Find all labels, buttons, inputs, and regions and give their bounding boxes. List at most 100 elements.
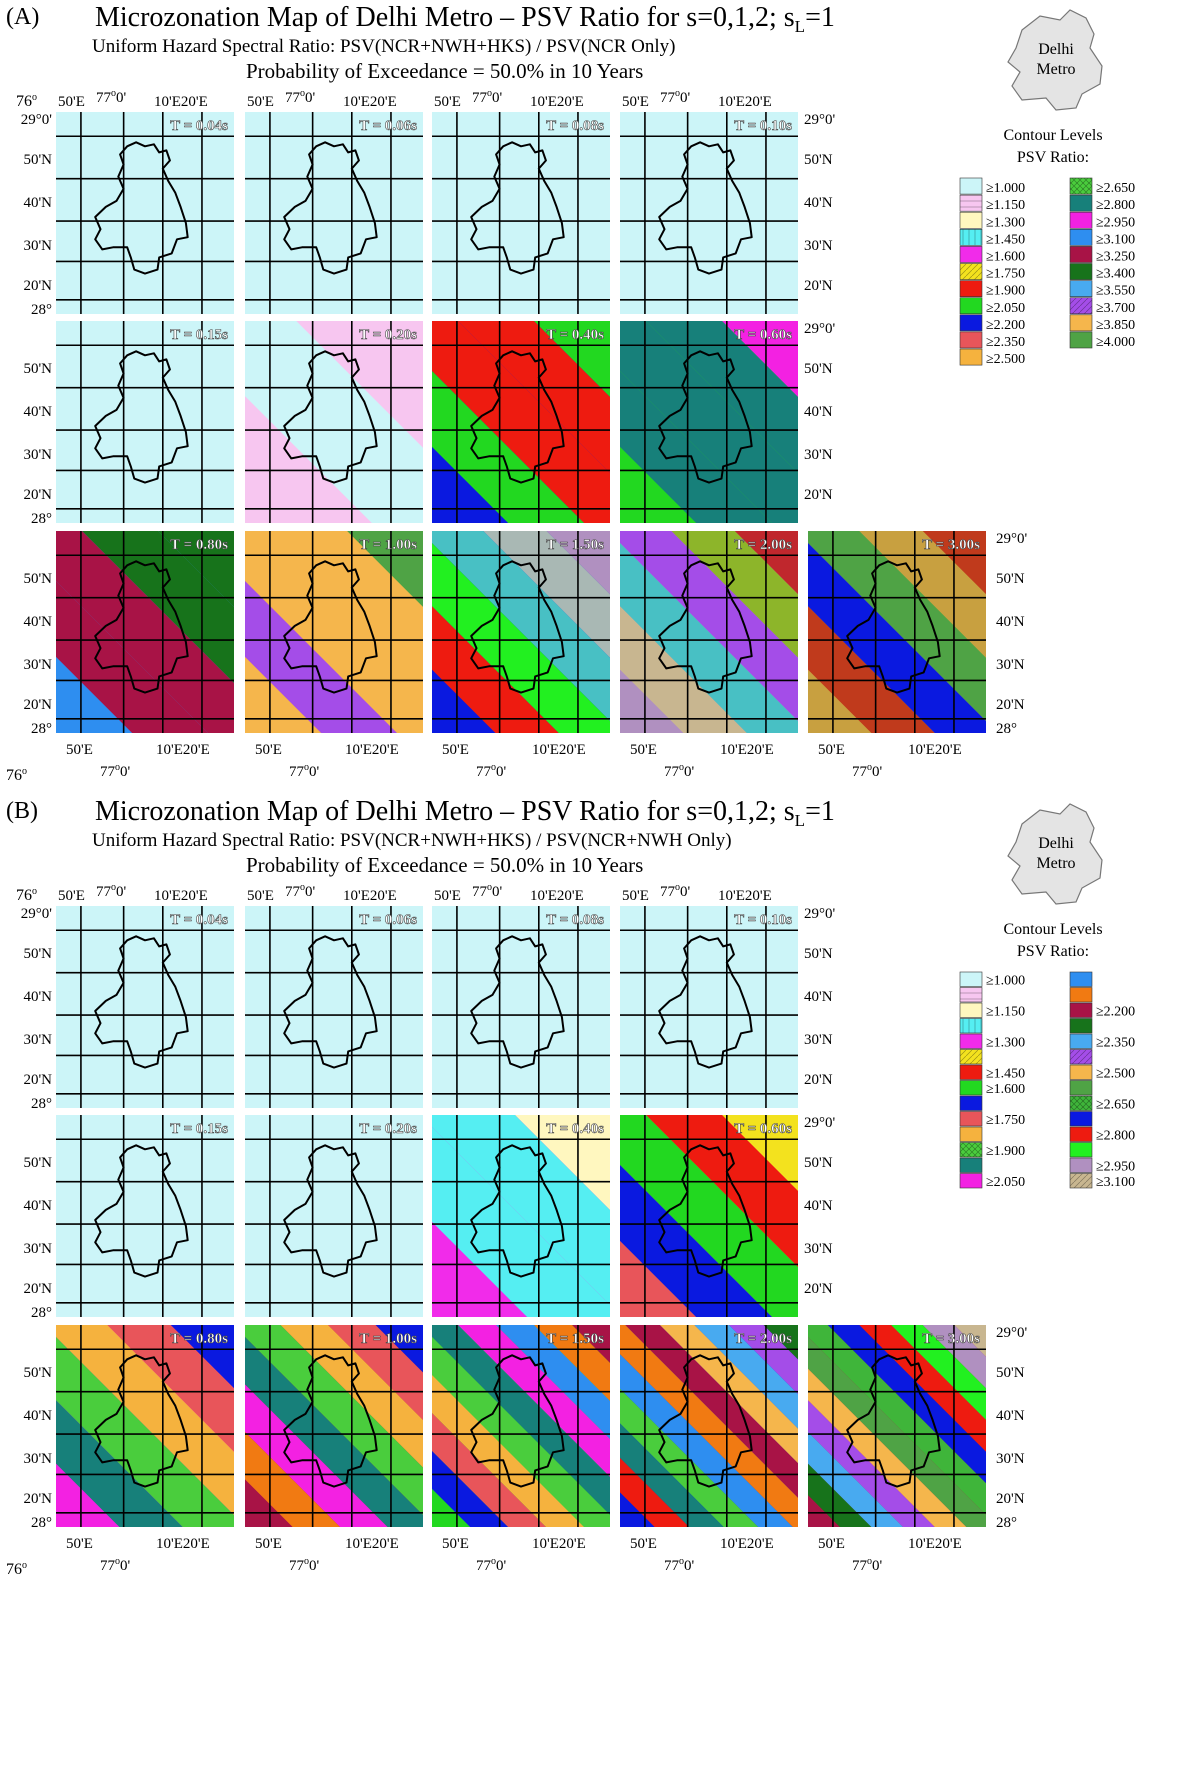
legend-swatch (959, 1080, 983, 1096)
legend-swatch (1069, 1111, 1093, 1127)
lat-label-right: 20'N (996, 1491, 1025, 1507)
lat-label-left: 20'N (23, 1491, 52, 1507)
lon-label-top: 10'E20'E (343, 94, 397, 110)
delhi-inset-map: Delhi Metro (1007, 9, 1103, 111)
delhi-boundary (94, 1354, 189, 1488)
legend-swatch (1069, 297, 1093, 315)
map-cell-b-9: T = 0.80s (56, 1325, 234, 1527)
lon-label-bottom: 10'E20'E (345, 1536, 399, 1552)
delhi-boundary (846, 560, 941, 694)
contour-band (432, 1337, 610, 1527)
contour-fill (245, 906, 423, 1108)
delhi-boundary (94, 935, 189, 1069)
contour-fill (56, 1325, 234, 1527)
map-cell-a-6: T = 0.20s (245, 321, 423, 523)
period-label: T = 0.04s (170, 118, 228, 134)
period-label: T = 1.00s (359, 1331, 417, 1347)
lon-label-bottom: 77o0' (100, 1556, 131, 1574)
lon-label-bottom: 50'E (442, 742, 469, 758)
lon-label-76: 76o (16, 886, 37, 904)
lon-label-bottom: 77o0' (289, 762, 320, 780)
legend-swatch (959, 1111, 983, 1127)
lon-label-bottom: 50'E (818, 1536, 845, 1552)
contour-fill (245, 112, 423, 314)
map-cell-a-9: T = 0.80s (56, 531, 234, 733)
contour-band (56, 906, 234, 1108)
legend-label: ≥2.800 (1096, 1129, 1135, 1144)
legend-swatch (959, 1126, 983, 1142)
period-label: T = 0.04s (170, 912, 228, 928)
contour-band (808, 606, 935, 733)
lon-label-top: 77o0' (660, 882, 691, 900)
lat-label-right: 40'N (996, 1408, 1025, 1424)
delhi-boundary (94, 141, 189, 275)
delhi-boundary (283, 1354, 378, 1488)
contour-band (808, 1463, 872, 1527)
contour-band (56, 531, 234, 733)
contour-band (432, 1127, 610, 1317)
contour-band (808, 543, 986, 733)
period-label: T = 0.08s (546, 912, 604, 928)
contour-band (808, 669, 872, 733)
legend-swatch (1069, 1142, 1093, 1158)
lon-label-bottom: 10'E20'E (156, 1536, 210, 1552)
period-label: T = 0.20s (359, 1121, 417, 1137)
lon-label-top: 10'E20'E (154, 888, 208, 904)
legend-label: ≥2.500 (1096, 1067, 1135, 1082)
legend-swatch (1069, 177, 1093, 195)
probability-text: Probability of Exceedance = 50.0% in 10 … (246, 853, 643, 877)
contour-fill (432, 112, 610, 314)
panel-title: Microzonation Map of Delhi Metro – PSV R… (95, 2, 835, 36)
contour-band (620, 1115, 798, 1317)
legend-label: ≥3.850 (1096, 318, 1135, 333)
panel-subtitle: Uniform Hazard Spectral Ratio: PSV(NCR+N… (92, 830, 732, 851)
contour-band (432, 531, 610, 721)
legend-title: Contour Levels (1003, 127, 1102, 144)
lon-label-bottom: 50'E (66, 742, 93, 758)
lat-label-left: 50'N (23, 1365, 52, 1381)
lat-label-left: 40'N (23, 195, 52, 211)
lat-label-left: 30'N (23, 657, 52, 673)
lon-label-bottom: 77o0' (664, 762, 695, 780)
legend-title: PSV Ratio: (1017, 943, 1089, 960)
lon-label-top: 10'E20'E (154, 94, 208, 110)
legend-swatch (959, 1033, 983, 1049)
lat-label-right: 30'N (804, 238, 833, 254)
lat-label-left: 40'N (23, 1198, 52, 1214)
lon-label-top: 77o0' (285, 882, 316, 900)
legend-label: ≥3.550 (1096, 284, 1135, 299)
lat-label-left: 28° (31, 1305, 52, 1321)
legend-label: ≥1.900 (986, 284, 1025, 299)
lat-label-left: 20'N (23, 1281, 52, 1297)
lat-label-left: 50'N (23, 361, 52, 377)
legend-swatch (1069, 331, 1093, 349)
contour-band (432, 1325, 610, 1515)
lon-label-76: 76o (6, 1560, 27, 1578)
legend-swatch (959, 211, 983, 229)
delhi-boundary (846, 1354, 941, 1488)
period-label: T = 0.20s (359, 327, 417, 343)
contour-band (56, 657, 132, 733)
lat-label-left: 50'N (23, 152, 52, 168)
lat-label-right: 20'N (996, 697, 1025, 713)
period-label: T = 2.00s (734, 537, 792, 553)
lat-label-right: 30'N (804, 1241, 833, 1257)
lon-label-top: 50'E (622, 888, 649, 904)
legend-swatch (1069, 246, 1093, 263)
contour-band (827, 1325, 986, 1484)
lon-label-bottom: 50'E (255, 742, 282, 758)
contour-band (432, 1115, 610, 1305)
map-cell-a-11: T = 1.50s (432, 531, 610, 733)
legend-swatch (959, 246, 983, 263)
lat-label-right: 29°0' (804, 112, 835, 128)
legend-swatch (1069, 1157, 1093, 1173)
lat-label-right: 28° (996, 1515, 1017, 1531)
delhi-boundary (658, 560, 753, 694)
map-cell-b-8: T = 0.60s (620, 1115, 798, 1317)
legend-swatch (959, 1064, 983, 1080)
probability-text: Probability of Exceedance = 50.0% in 10 … (246, 59, 643, 83)
contour-band (245, 1325, 423, 1515)
contour-band (808, 1400, 935, 1527)
legend-swatch (959, 280, 983, 298)
map-cell-a-12: T = 2.00s (620, 531, 798, 733)
